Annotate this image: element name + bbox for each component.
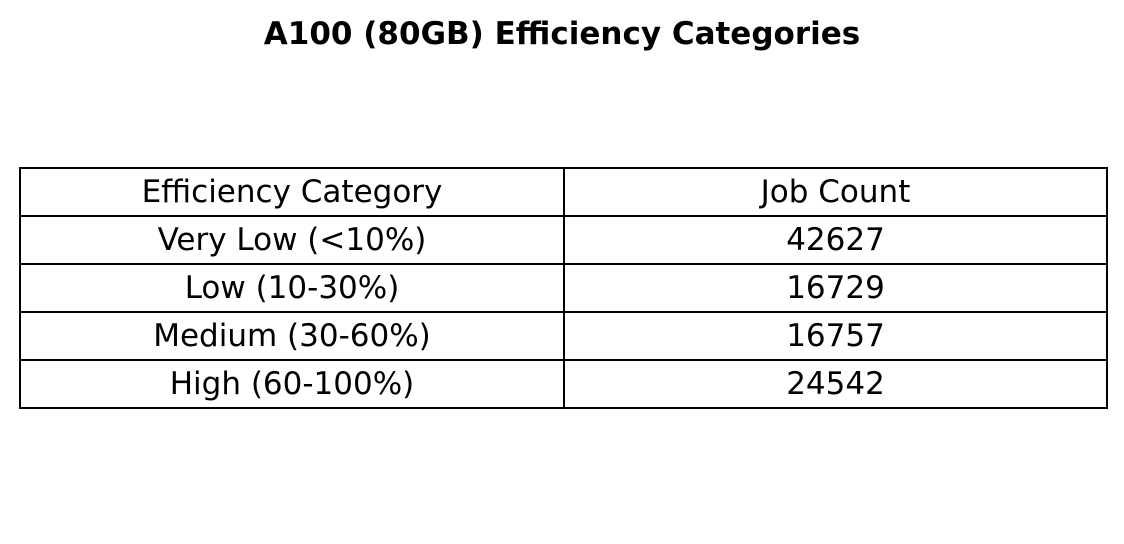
column-header-job-count: Job Count: [563, 167, 1108, 217]
efficiency-table: Efficiency Category Job Count Very Low (…: [19, 167, 1108, 409]
table-row: High (60-100%) 24542: [19, 359, 1108, 409]
job-count-cell: 16729: [563, 263, 1108, 313]
category-cell: High (60-100%): [19, 359, 565, 409]
job-count-cell: 24542: [563, 359, 1108, 409]
category-cell: Medium (30-60%): [19, 311, 565, 361]
table-header-row: Efficiency Category Job Count: [19, 167, 1108, 217]
table-row: Low (10-30%) 16729: [19, 263, 1108, 313]
chart-title: A100 (80GB) Efficiency Categories: [263, 16, 861, 52]
table-row: Medium (30-60%) 16757: [19, 311, 1108, 361]
table-row: Very Low (<10%) 42627: [19, 215, 1108, 265]
column-header-efficiency-category: Efficiency Category: [19, 167, 565, 217]
job-count-cell: 16757: [563, 311, 1108, 361]
category-cell: Very Low (<10%): [19, 215, 565, 265]
category-cell: Low (10-30%): [19, 263, 565, 313]
efficiency-table-container: Efficiency Category Job Count Very Low (…: [19, 167, 1108, 409]
job-count-cell: 42627: [563, 215, 1108, 265]
